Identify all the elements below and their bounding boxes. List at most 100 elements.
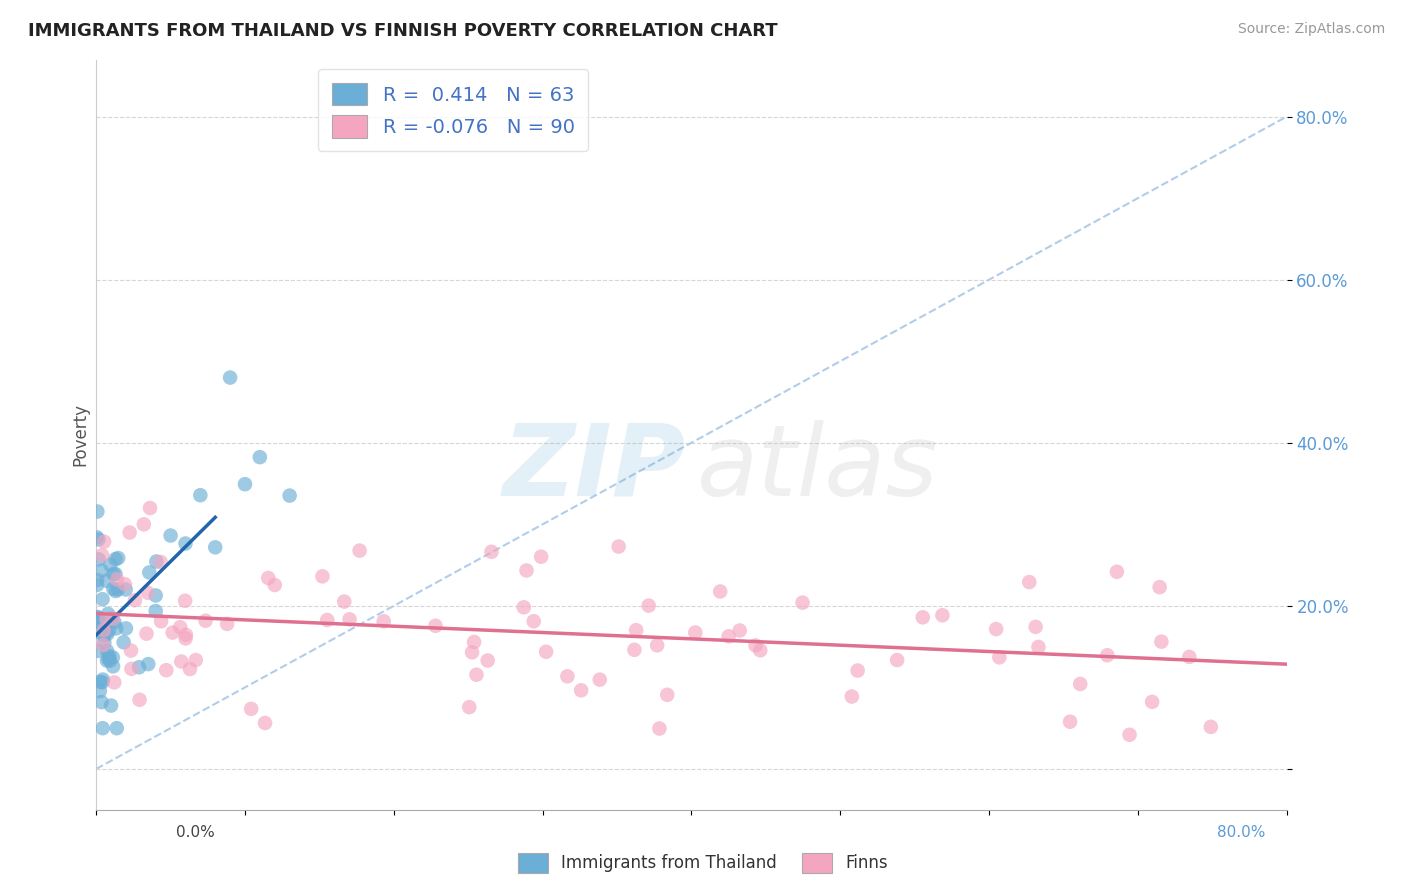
- Legend: Immigrants from Thailand, Finns: Immigrants from Thailand, Finns: [512, 847, 894, 880]
- Point: [104, 552, 127, 566]
- Point: [89, 684, 111, 698]
- Point: [886, 653, 908, 667]
- Point: [749, 643, 772, 657]
- Point: [637, 599, 659, 613]
- Point: [463, 635, 485, 649]
- Point: [98, 648, 121, 663]
- Point: [91, 673, 114, 687]
- Point: [792, 596, 814, 610]
- Point: [709, 584, 731, 599]
- Point: [1118, 728, 1140, 742]
- Point: [128, 660, 150, 674]
- Point: [841, 690, 863, 704]
- Point: [96, 627, 118, 641]
- Point: [103, 566, 125, 581]
- Point: [685, 625, 707, 640]
- Point: [179, 662, 201, 676]
- Point: [846, 664, 869, 678]
- Point: [589, 673, 612, 687]
- Point: [105, 621, 128, 635]
- Point: [744, 639, 766, 653]
- Point: [1105, 565, 1128, 579]
- Point: [112, 635, 135, 649]
- Point: [103, 675, 125, 690]
- Point: [569, 683, 592, 698]
- Point: [98, 558, 121, 572]
- Point: [101, 611, 124, 625]
- Point: [138, 566, 160, 580]
- Legend: R =  0.414   N = 63, R = -0.076   N = 90: R = 0.414 N = 63, R = -0.076 N = 90: [318, 70, 588, 151]
- Point: [988, 650, 1011, 665]
- Point: [249, 450, 271, 464]
- Point: [118, 525, 141, 540]
- Text: Source: ZipAtlas.com: Source: ZipAtlas.com: [1237, 22, 1385, 37]
- Point: [717, 629, 740, 643]
- Point: [339, 612, 361, 626]
- Point: [114, 577, 136, 591]
- Point: [86, 504, 108, 518]
- Point: [93, 635, 115, 649]
- Point: [170, 655, 193, 669]
- Point: [530, 549, 553, 564]
- Point: [96, 612, 118, 626]
- Point: [1097, 648, 1119, 663]
- Point: [174, 632, 197, 646]
- Point: [86, 530, 108, 544]
- Point: [91, 592, 114, 607]
- Point: [105, 573, 128, 587]
- Point: [1069, 677, 1091, 691]
- Point: [145, 554, 167, 568]
- Point: [174, 628, 197, 642]
- Point: [101, 650, 124, 665]
- Point: [425, 619, 447, 633]
- Point: [194, 614, 217, 628]
- Point: [86, 573, 108, 587]
- Point: [101, 659, 124, 673]
- Point: [139, 501, 162, 516]
- Point: [174, 536, 197, 550]
- Point: [557, 669, 579, 683]
- Point: [911, 610, 934, 624]
- Point: [1025, 620, 1047, 634]
- Point: [107, 551, 129, 566]
- Point: [1140, 695, 1163, 709]
- Point: [105, 721, 128, 735]
- Point: [124, 593, 146, 607]
- Point: [984, 622, 1007, 636]
- Point: [100, 698, 122, 713]
- Point: [128, 693, 150, 707]
- Point: [91, 675, 114, 690]
- Point: [98, 624, 121, 638]
- Point: [120, 662, 142, 676]
- Point: [458, 700, 481, 714]
- Point: [107, 582, 129, 597]
- Point: [87, 552, 110, 566]
- Point: [93, 534, 115, 549]
- Point: [87, 533, 110, 547]
- Point: [162, 625, 184, 640]
- Point: [145, 604, 167, 618]
- Point: [91, 721, 114, 735]
- Point: [645, 638, 668, 652]
- Point: [184, 653, 207, 667]
- Point: [87, 644, 110, 658]
- Point: [96, 574, 118, 588]
- Point: [93, 628, 115, 642]
- Point: [136, 657, 159, 671]
- Point: [1018, 575, 1040, 590]
- Point: [132, 517, 155, 532]
- Text: ZIP: ZIP: [502, 420, 686, 516]
- Point: [240, 702, 263, 716]
- Point: [316, 613, 339, 627]
- Point: [1150, 634, 1173, 648]
- Point: [233, 477, 256, 491]
- Point: [465, 667, 488, 681]
- Point: [481, 545, 503, 559]
- Point: [278, 489, 301, 503]
- Point: [90, 564, 112, 578]
- Point: [89, 674, 111, 689]
- Point: [87, 610, 110, 624]
- Text: 0.0%: 0.0%: [176, 825, 215, 840]
- Point: [311, 569, 333, 583]
- Point: [96, 654, 118, 668]
